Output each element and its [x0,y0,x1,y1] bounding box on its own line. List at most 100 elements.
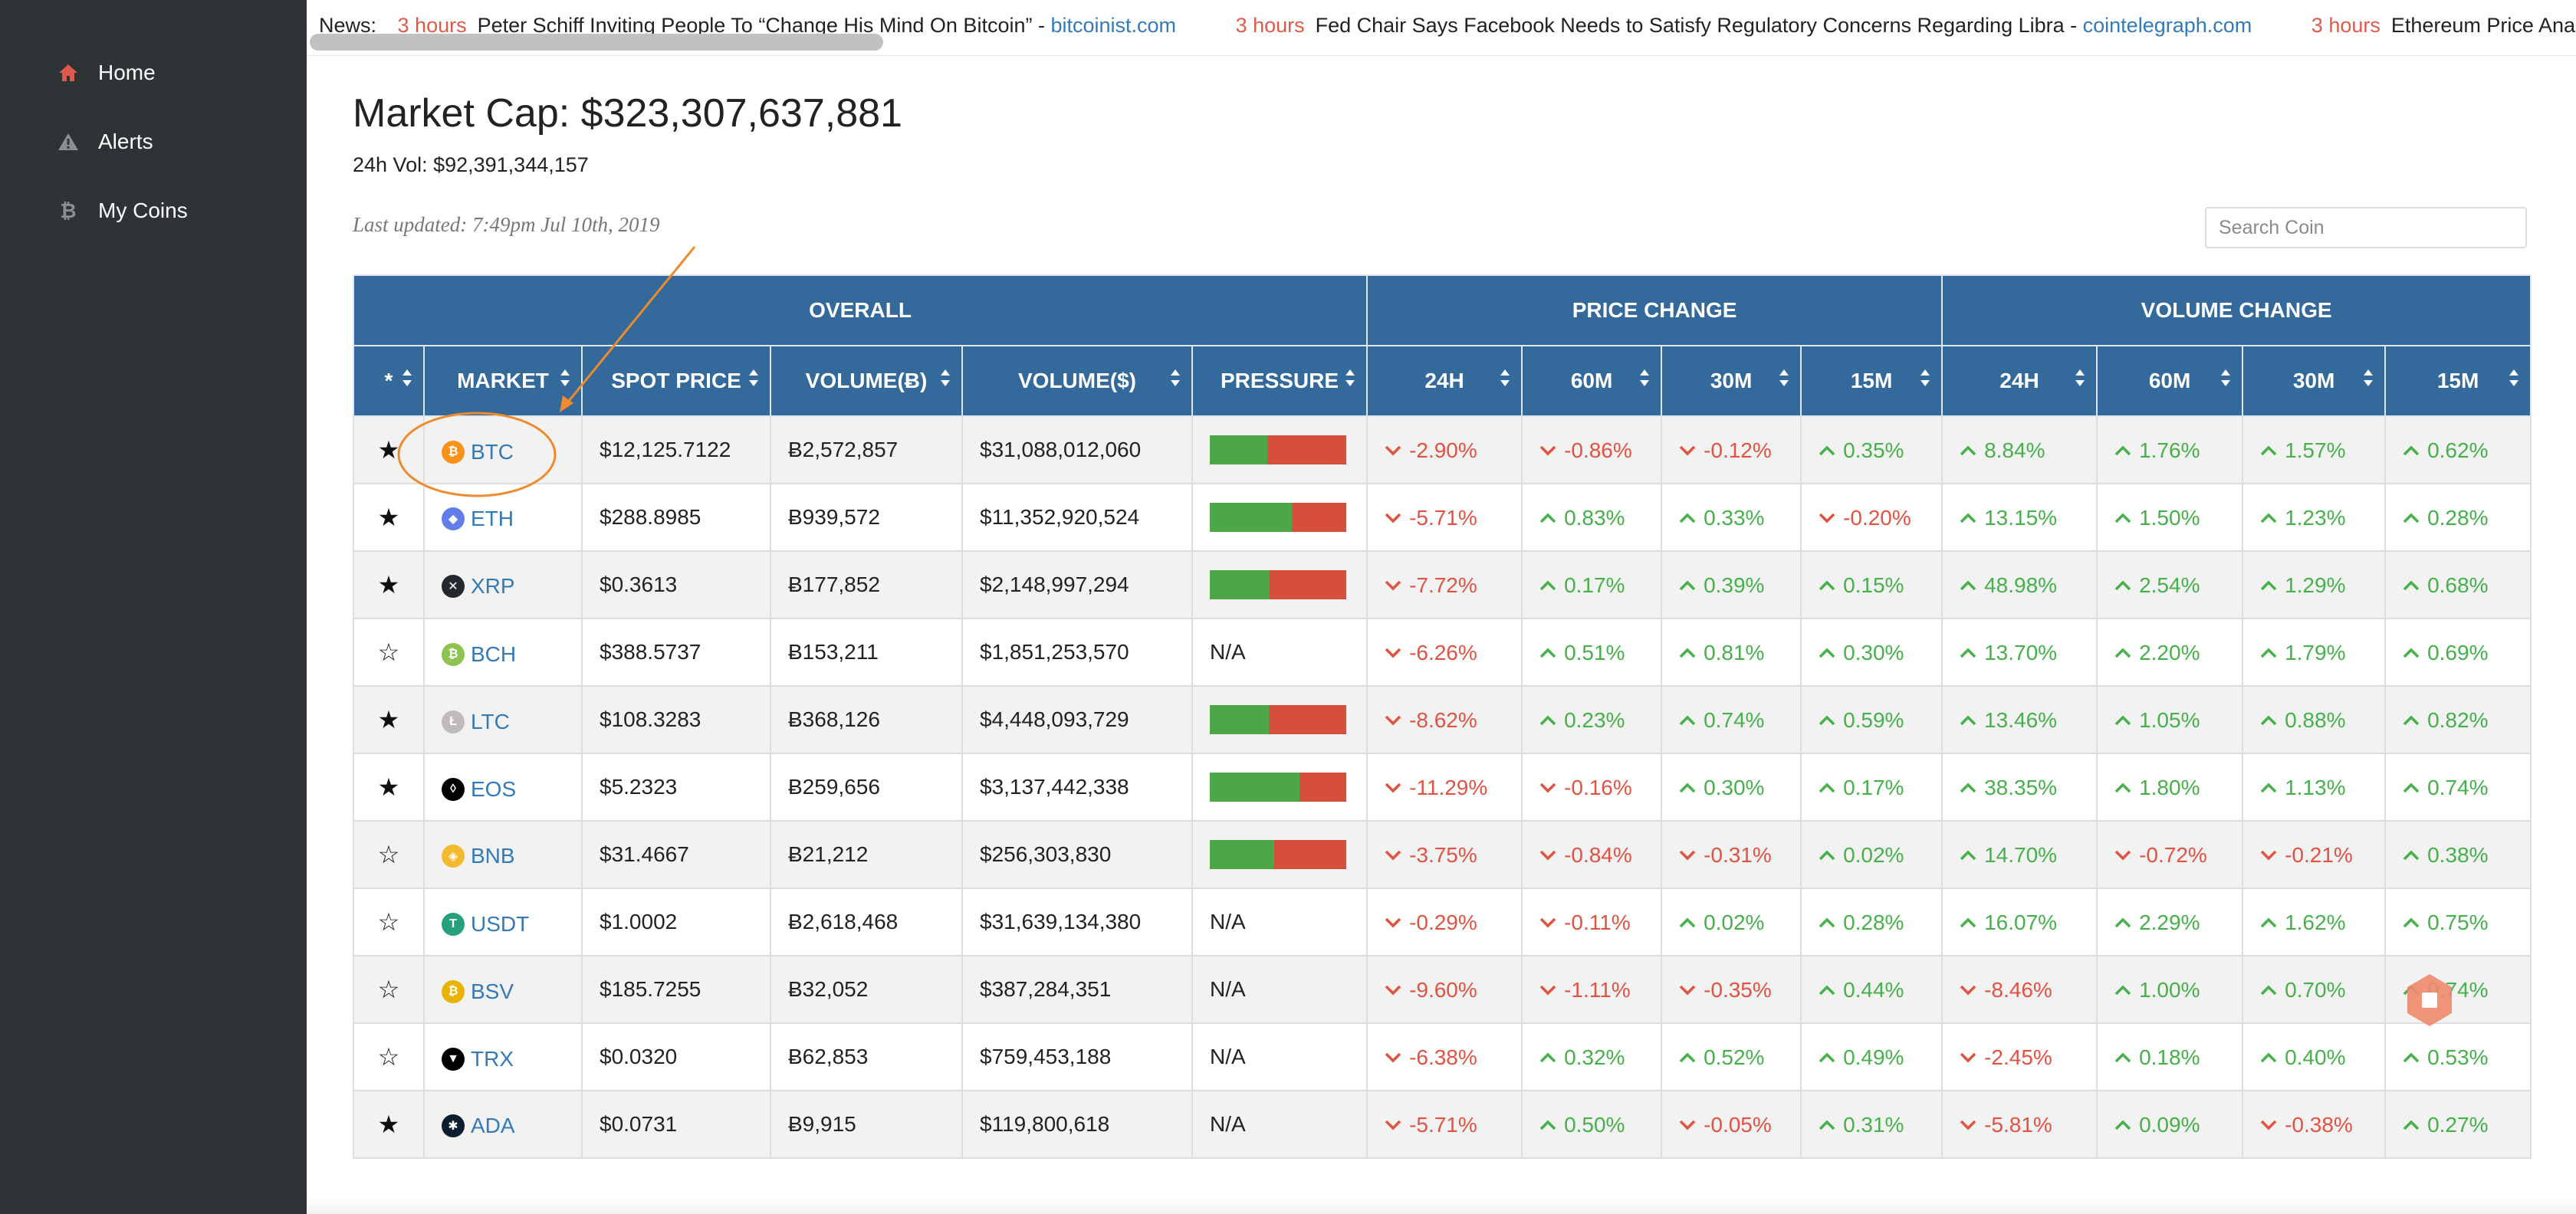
star-outline-icon[interactable]: ☆ [353,888,425,956]
volume-change-value: 2.54% [2139,573,2200,597]
column-header-vc-24h[interactable]: 24H [1941,345,2098,417]
market-link[interactable]: T USDT [442,912,529,937]
star-filled-icon[interactable]: ★ [353,753,425,822]
star-filled-icon[interactable]: ★ [353,685,425,754]
column-header-pc-24h[interactable]: 24H [1366,345,1523,417]
sidebar-item-home[interactable]: Home [57,54,156,92]
market-link[interactable]: ◈ BNB [442,844,515,868]
arrow-down-icon [1960,1052,1976,1063]
table-row[interactable]: ☆ T USDT $1.0002 Ƀ2,618,468 $31,639,134,380 N/… [353,888,2532,956]
table-row[interactable]: ☆ ₿ BCH $388.5737 Ƀ153,211 $1,851,253,570 N/A -… [353,618,2532,687]
market-link[interactable]: ◊ EOS [442,777,516,802]
arrow-up-icon [1539,1120,1556,1130]
arrow-up-icon [1679,917,1696,928]
star-outline-icon[interactable]: ☆ [353,1022,425,1091]
record-stop-button[interactable] [2401,972,2458,1029]
column-header-volume-btc[interactable]: VOLUME(Ƀ) [770,345,963,417]
spot-price-cell: $288.8985 [581,483,771,552]
arrow-down-icon [1385,648,1401,658]
ticker-scrollbar[interactable] [310,34,883,51]
volume-change-value: 13.70% [1984,641,2058,664]
market-cell: ₿ BTC [423,415,583,484]
market-link[interactable]: ▼ TRX [442,1047,514,1071]
star-filled-icon[interactable]: ★ [353,483,425,552]
market-link[interactable]: ✕ XRP [442,574,515,599]
market-link[interactable]: ✱ ADA [442,1114,515,1138]
column-header-vc-15m[interactable]: 15M [2384,345,2532,417]
price-change-cell: 0.17% [1800,753,1944,822]
market-link[interactable]: Ł LTC [442,710,510,734]
star-filled-icon[interactable]: ★ [353,415,425,484]
arrow-up-icon [2403,1052,2420,1063]
table-row[interactable]: ☆ ▼ TRX $0.0320 Ƀ62,853 $759,453,188 N/A -6.38%… [353,1022,2532,1091]
news-ticker[interactable]: News: 3 hours Peter Schiff Inviting Peopl… [307,0,2576,56]
table-row[interactable]: ★ ✕ XRP $0.3613 Ƀ177,852 $2,148,997,294 -7.72%… [353,550,2532,619]
news-source-link[interactable]: bitcoinist.com [1050,14,1177,37]
volume-change-cell: -0.38% [2242,1090,2387,1159]
market-cell: Ł LTC [423,685,583,754]
market-link[interactable]: ₿ BTC [442,440,514,464]
price-change-value: -5.71% [1409,506,1477,530]
column-header-pc-15m[interactable]: 15M [1800,345,1944,417]
market-link[interactable]: ₿ BCH [442,642,516,667]
volume-change-value: -5.81% [1984,1113,2052,1137]
sidebar-item-my-coins[interactable]: ₿ My Coins [57,192,187,230]
table-row[interactable]: ★ ✱ ADA $0.0731 Ƀ9,915 $119,800,618 N/A -5.71% 0… [353,1090,2532,1159]
spot-price-cell: $5.2323 [581,753,771,822]
market-symbol: XRP [471,574,515,598]
search-coin-input[interactable] [2205,207,2527,248]
volume-btc-cell: Ƀ62,853 [770,1022,963,1091]
coin-icon: ◆ [442,507,465,530]
spot-price-cell: $12,125.7122 [581,415,771,484]
market-symbol: BCH [471,641,517,666]
column-header-star[interactable]: * [353,345,425,417]
price-change-value: -0.31% [1704,843,1772,867]
star-outline-icon[interactable]: ☆ [353,618,425,687]
column-header-label: VOLUME(Ƀ) [805,369,928,392]
sidebar-item-alerts[interactable]: Alerts [57,123,153,161]
volume-change-cell: 1.23% [2242,483,2387,552]
column-header-spot-price[interactable]: SPOT PRICE [581,345,771,417]
table-row[interactable]: ★ ₿ BTC $12,125.7122 Ƀ2,572,857 $31,088,012,0… [353,415,2532,484]
volume-change-value: 0.68% [2427,573,2489,597]
table-row[interactable]: ★ ◆ ETH $288.8985 Ƀ939,572 $11,352,920,524 -5.… [353,483,2532,552]
market-link[interactable]: ◆ ETH [442,507,514,531]
price-change-value: -11.29% [1409,776,1488,799]
sort-icon [1346,369,1355,386]
price-change-value: -9.60% [1409,978,1477,1002]
volume-change-value: 1.13% [2285,776,2346,799]
price-change-cell: 0.23% [1521,685,1663,754]
column-header-pc-30m[interactable]: 30M [1661,345,1802,417]
pressure-sell-fill [1291,503,1346,532]
news-source-link[interactable]: cointelegraph.com [2082,14,2252,37]
bitcoin-icon: ₿ [60,199,77,222]
spot-price-cell: $388.5737 [581,618,771,687]
star-outline-icon[interactable]: ☆ [353,820,425,889]
arrow-up-icon [2403,1120,2420,1130]
column-header-pressure[interactable]: PRESSURE [1191,345,1368,417]
column-header-volume-usd[interactable]: VOLUME($) [961,345,1193,417]
star-filled-icon[interactable]: ★ [353,1090,425,1159]
column-header-pc-60m[interactable]: 60M [1521,345,1663,417]
price-change-value: -6.38% [1409,1045,1477,1069]
table-row[interactable]: ★ ◊ EOS $5.2323 Ƀ259,656 $3,137,442,338 -11.29… [353,753,2532,822]
column-header-vc-60m[interactable]: 60M [2096,345,2244,417]
news-ticker-row: News: 3 hours Peter Schiff Inviting Peopl… [319,14,2576,38]
price-change-cell: 0.32% [1521,1022,1663,1091]
table-row[interactable]: ☆ ◈ BNB $31.4667 Ƀ21,212 $256,303,830 -3.75% -0… [353,820,2532,889]
price-change-value: -6.26% [1409,641,1477,664]
star-filled-icon[interactable]: ★ [353,550,425,619]
volume-change-cell: 1.50% [2096,483,2244,552]
volume-change-cell: 0.68% [2384,550,2532,619]
table-row[interactable]: ☆ ₿ BSV $185.7255 Ƀ32,052 $387,284,351 N/A -9.6… [353,955,2532,1024]
star-outline-icon[interactable]: ☆ [353,955,425,1024]
price-change-value: 0.83% [1564,506,1625,530]
sort-icon [1171,369,1180,386]
market-link[interactable]: ₿ BSV [442,979,514,1004]
column-header-market[interactable]: MARKET [423,345,583,417]
arrow-up-icon [2403,917,2420,928]
volume-change-cell: 16.07% [1941,888,2098,956]
table-row[interactable]: ★ Ł LTC $108.3283 Ƀ368,126 $4,448,093,729 -8.6… [353,685,2532,754]
price-change-value: 0.17% [1564,573,1625,597]
column-header-vc-30m[interactable]: 30M [2242,345,2387,417]
